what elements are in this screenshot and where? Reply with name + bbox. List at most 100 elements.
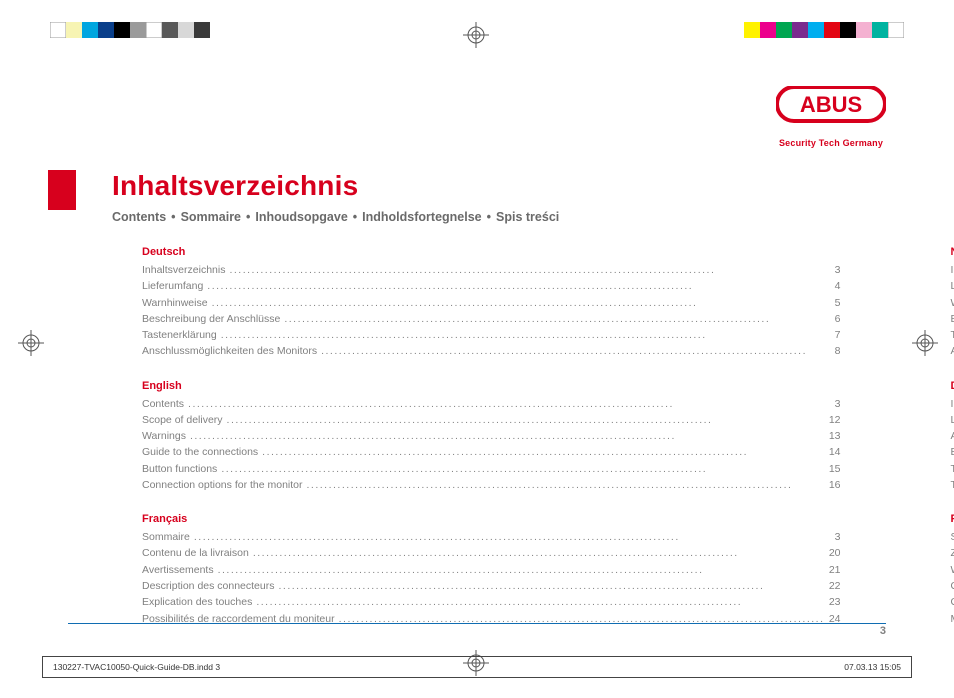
toc-entry: Indholdsfortegnelse3 [951, 396, 954, 412]
color-swatch [792, 22, 808, 38]
toc-leader-dots [262, 444, 824, 460]
toc-entry-label: Beschrijving van de aansluitingen [951, 311, 954, 327]
subtitle-language: Inhoudsopgave [255, 210, 347, 224]
color-swatch [98, 22, 114, 38]
toc-leader-dots [339, 611, 825, 627]
color-swatch [888, 22, 904, 38]
colorbar-left [50, 22, 210, 38]
toc-entry-label: Inhoudsopgave [951, 262, 954, 278]
toc-entry-page: 4 [827, 278, 841, 294]
toc-column: NederlandsInhoudsopgave3Leveringsomvang2… [921, 246, 954, 647]
toc-entry-label: Waarschuwingen [951, 295, 954, 311]
toc-entry-label: Beschreibung der Anschlüsse [142, 311, 280, 327]
toc-entry-label: Sommaire [142, 529, 190, 545]
toc-group-title: Dansk [951, 380, 954, 392]
toc-entry: Aansluitmogelijkheden van de monitor32 [951, 343, 954, 359]
toc-entry-label: Anschlussmöglichkeiten des Monitors [142, 343, 317, 359]
toc-leader-dots [221, 461, 824, 477]
color-swatch [824, 22, 840, 38]
toc-group: PolskiSpis treści3Zakres dostawy44Wskazó… [921, 513, 954, 627]
toc-group-title: Nederlands [951, 246, 954, 258]
separator-dot: • [171, 210, 175, 224]
toc-entry: Button functions15 [142, 461, 841, 477]
toc-entry-label: Guide to the connections [142, 444, 258, 460]
toc-entry-label: Lieferumfang [142, 278, 203, 294]
subtitle-language: Sommaire [181, 210, 241, 224]
toc-entry: Advarselshenvisninger37 [951, 428, 954, 444]
color-swatch [856, 22, 872, 38]
color-swatch [194, 22, 210, 38]
page-title: Inhaltsverzeichnis [112, 170, 886, 202]
toc-entry-label: Advarselshenvisninger [951, 428, 954, 444]
toc-group: DeutschInhaltsverzeichnis3Lieferumfang4W… [112, 246, 841, 360]
toc-entry-page: 22 [827, 578, 841, 594]
slug-datetime: 07.03.13 15:05 [844, 662, 901, 672]
logo-text: ABUS [800, 92, 862, 117]
toc-leader-dots [190, 428, 825, 444]
toc-entry-label: Button functions [142, 461, 217, 477]
toc-entry-label: Opis złącz Objaśnienie przycisków [951, 594, 954, 610]
page-number: 3 [880, 625, 886, 637]
toc-entry: Scope of delivery12 [142, 412, 841, 428]
toc-entry-page: 20 [827, 545, 841, 561]
toc-leader-dots [212, 295, 825, 311]
toc-entry: Toetsenbeschrijving31 [951, 327, 954, 343]
color-swatch [744, 22, 760, 38]
toc-columns: Deutsch Inhaltsverzeichnis 3 Lieferumfang 4 W… [112, 246, 886, 647]
toc-entry-label: Contents [142, 396, 184, 412]
toc-entry-label: Opis złącz [951, 578, 954, 594]
toc-entry: Leveringsomvang28 [951, 278, 954, 294]
color-swatch [840, 22, 856, 38]
toc-leader-dots [188, 396, 824, 412]
toc-entry: Leveringsomfang36 [951, 412, 954, 428]
color-swatch [178, 22, 194, 38]
toc-group: FrançaisSommaire3Contenu de la livraison… [112, 513, 841, 627]
subtitle-language: Spis treści [496, 210, 559, 224]
toc-entry-label: Scope of delivery [142, 412, 223, 428]
toc-entry: Beskrivelse af tilslutningerne38 [951, 444, 954, 460]
color-swatch [162, 22, 178, 38]
toc-group-title: Polski [951, 513, 954, 525]
toc-entry-label: Avertissements [142, 562, 214, 578]
toc-entry: Contenu de la livraison20 [142, 545, 841, 561]
color-swatch [776, 22, 792, 38]
toc-entry: Inhaltsverzeichnis 3 [142, 262, 841, 278]
toc-entry-page: 21 [827, 562, 841, 578]
toc-entry-label: Zakres dostawy [951, 545, 954, 561]
toc-entry-page: 23 [827, 594, 841, 610]
toc-entry-page: 24 [827, 611, 841, 627]
color-swatch [872, 22, 888, 38]
toc-entry-page: 7 [827, 327, 841, 343]
toc-entry: Tastenerklärung7 [142, 327, 841, 343]
toc-entry-label: Indholdsfortegnelse [951, 396, 954, 412]
colorbar-right [744, 22, 904, 38]
toc-entry-label: Warnings [142, 428, 186, 444]
color-swatch [82, 22, 98, 38]
toc-entry-page: 13 [827, 428, 841, 444]
toc-leader-dots [221, 327, 825, 343]
page-content: Inhaltsverzeichnis Contents•Sommaire•Inh… [112, 170, 886, 647]
toc-entry: Opis złącz46 [951, 578, 954, 594]
toc-leader-dots [256, 594, 824, 610]
toc-entry-page: 5 [827, 295, 841, 311]
toc-entry-label: Inhaltsverzeichnis [142, 262, 225, 278]
toc-entry: Sommaire3 [142, 529, 841, 545]
toc-entry: Możliwości podłączenia monitora48 [951, 611, 954, 627]
color-swatch [146, 22, 162, 38]
toc-entry: Connection options for the monitor16 [142, 477, 841, 493]
toc-entry-label: Leveringsomvang [951, 278, 954, 294]
toc-leader-dots [253, 545, 825, 561]
toc-entry-page: 16 [827, 477, 841, 493]
toc-entry-label: Tastbeskrivelser [951, 461, 954, 477]
toc-entry: Warnings 13 [142, 428, 841, 444]
toc-leader-dots [218, 562, 825, 578]
toc-entry: Description des connecteurs22 [142, 578, 841, 594]
toc-entry-label: Toetsenbeschrijving [951, 327, 954, 343]
toc-entry-label: Leveringsomfang [951, 412, 954, 428]
toc-group-title: Deutsch [142, 246, 841, 258]
color-swatch [760, 22, 776, 38]
toc-group: Dansk Indholdsfortegnelse3Leveringsomfang… [921, 380, 954, 494]
toc-entry: Tastbeskrivelser39 [951, 461, 954, 477]
toc-leader-dots [279, 578, 825, 594]
toc-entry-page: 3 [827, 262, 841, 278]
